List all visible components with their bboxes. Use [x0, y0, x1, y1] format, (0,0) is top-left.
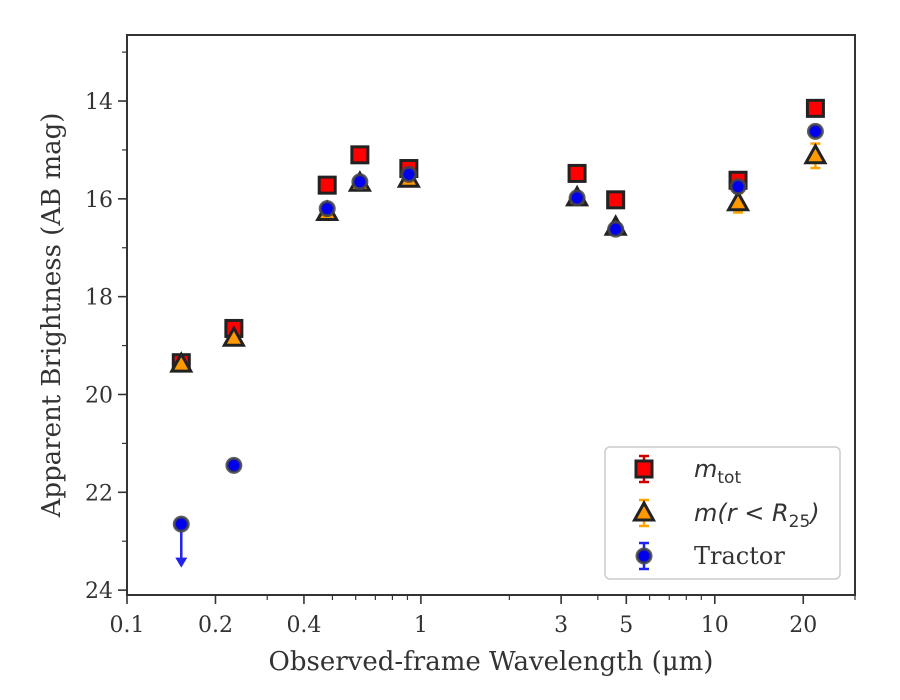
y-axis-ticks: 14 16 18 20 22 24	[85, 51, 127, 604]
y-tick-label: 14	[85, 90, 113, 115]
x-tick-label: 5	[619, 613, 633, 638]
data-point-mtot	[606, 190, 626, 210]
y-tick-label: 16	[85, 188, 113, 213]
data-point-tractor	[400, 165, 418, 183]
x-axis-label: Observed-frame Wavelength (μm)	[269, 647, 714, 677]
data-point-tractor	[318, 200, 336, 218]
data-point-tractor	[568, 189, 586, 207]
legend-marker-m-r-lt-r25	[631, 499, 657, 522]
legend-marker-tractor	[635, 547, 653, 565]
x-tick-label: 0.2	[198, 613, 233, 638]
data-marks	[169, 98, 828, 568]
legend-label-tractor: Tractor	[694, 542, 785, 570]
legend-entry-mtot: mtot	[634, 454, 741, 488]
data-point-m-r-lt-r25	[221, 325, 246, 347]
data-point-tractor	[607, 220, 625, 238]
x-tick-label: 1	[414, 613, 428, 638]
data-point-m-r-lt-r25	[725, 189, 751, 212]
data-point-tractor	[172, 515, 190, 533]
x-axis-ticks: 0.1 0.2 0.4 1 3 5 10 20	[110, 595, 856, 638]
data-point-mtot	[317, 175, 337, 195]
series-tractor	[172, 122, 824, 568]
x-tick-label: 20	[789, 613, 817, 638]
legend-label-m-r-lt-r25: m(r < R25)	[694, 499, 820, 532]
data-point-tractor	[351, 173, 369, 191]
data-point-mtot	[350, 145, 370, 165]
upper-limit-arrow-head	[175, 557, 188, 568]
data-point-m-r-lt-r25	[803, 142, 828, 165]
legend-box	[604, 446, 841, 580]
data-point-tractor	[225, 456, 243, 474]
data-point-m-r-lt-r25	[169, 351, 194, 373]
data-point-mtot	[567, 163, 587, 183]
legend-label-mtot: mtot	[694, 455, 741, 488]
data-point-tractor	[729, 178, 747, 196]
data-point-tractor	[806, 122, 824, 140]
x-tick-label: 0.1	[110, 613, 145, 638]
x-tick-label: 3	[554, 613, 568, 638]
x-tick-label: 10	[701, 613, 729, 638]
y-axis-label: Apparent Brightness (AB mag)	[37, 113, 67, 519]
y-tick-label: 18	[85, 286, 113, 311]
legend: mtot m(r < R25) Tractor	[604, 446, 841, 580]
x-tick-label: 0.4	[286, 613, 321, 638]
legend-marker-mtot	[634, 459, 654, 479]
data-point-mtot	[805, 98, 825, 118]
legend-entry-m-r-lt-r25: m(r < R25)	[631, 498, 820, 532]
legend-entry-tractor: Tractor	[635, 541, 785, 571]
y-tick-label: 24	[85, 579, 113, 604]
y-tick-label: 22	[85, 481, 113, 506]
y-tick-label: 20	[85, 383, 113, 408]
